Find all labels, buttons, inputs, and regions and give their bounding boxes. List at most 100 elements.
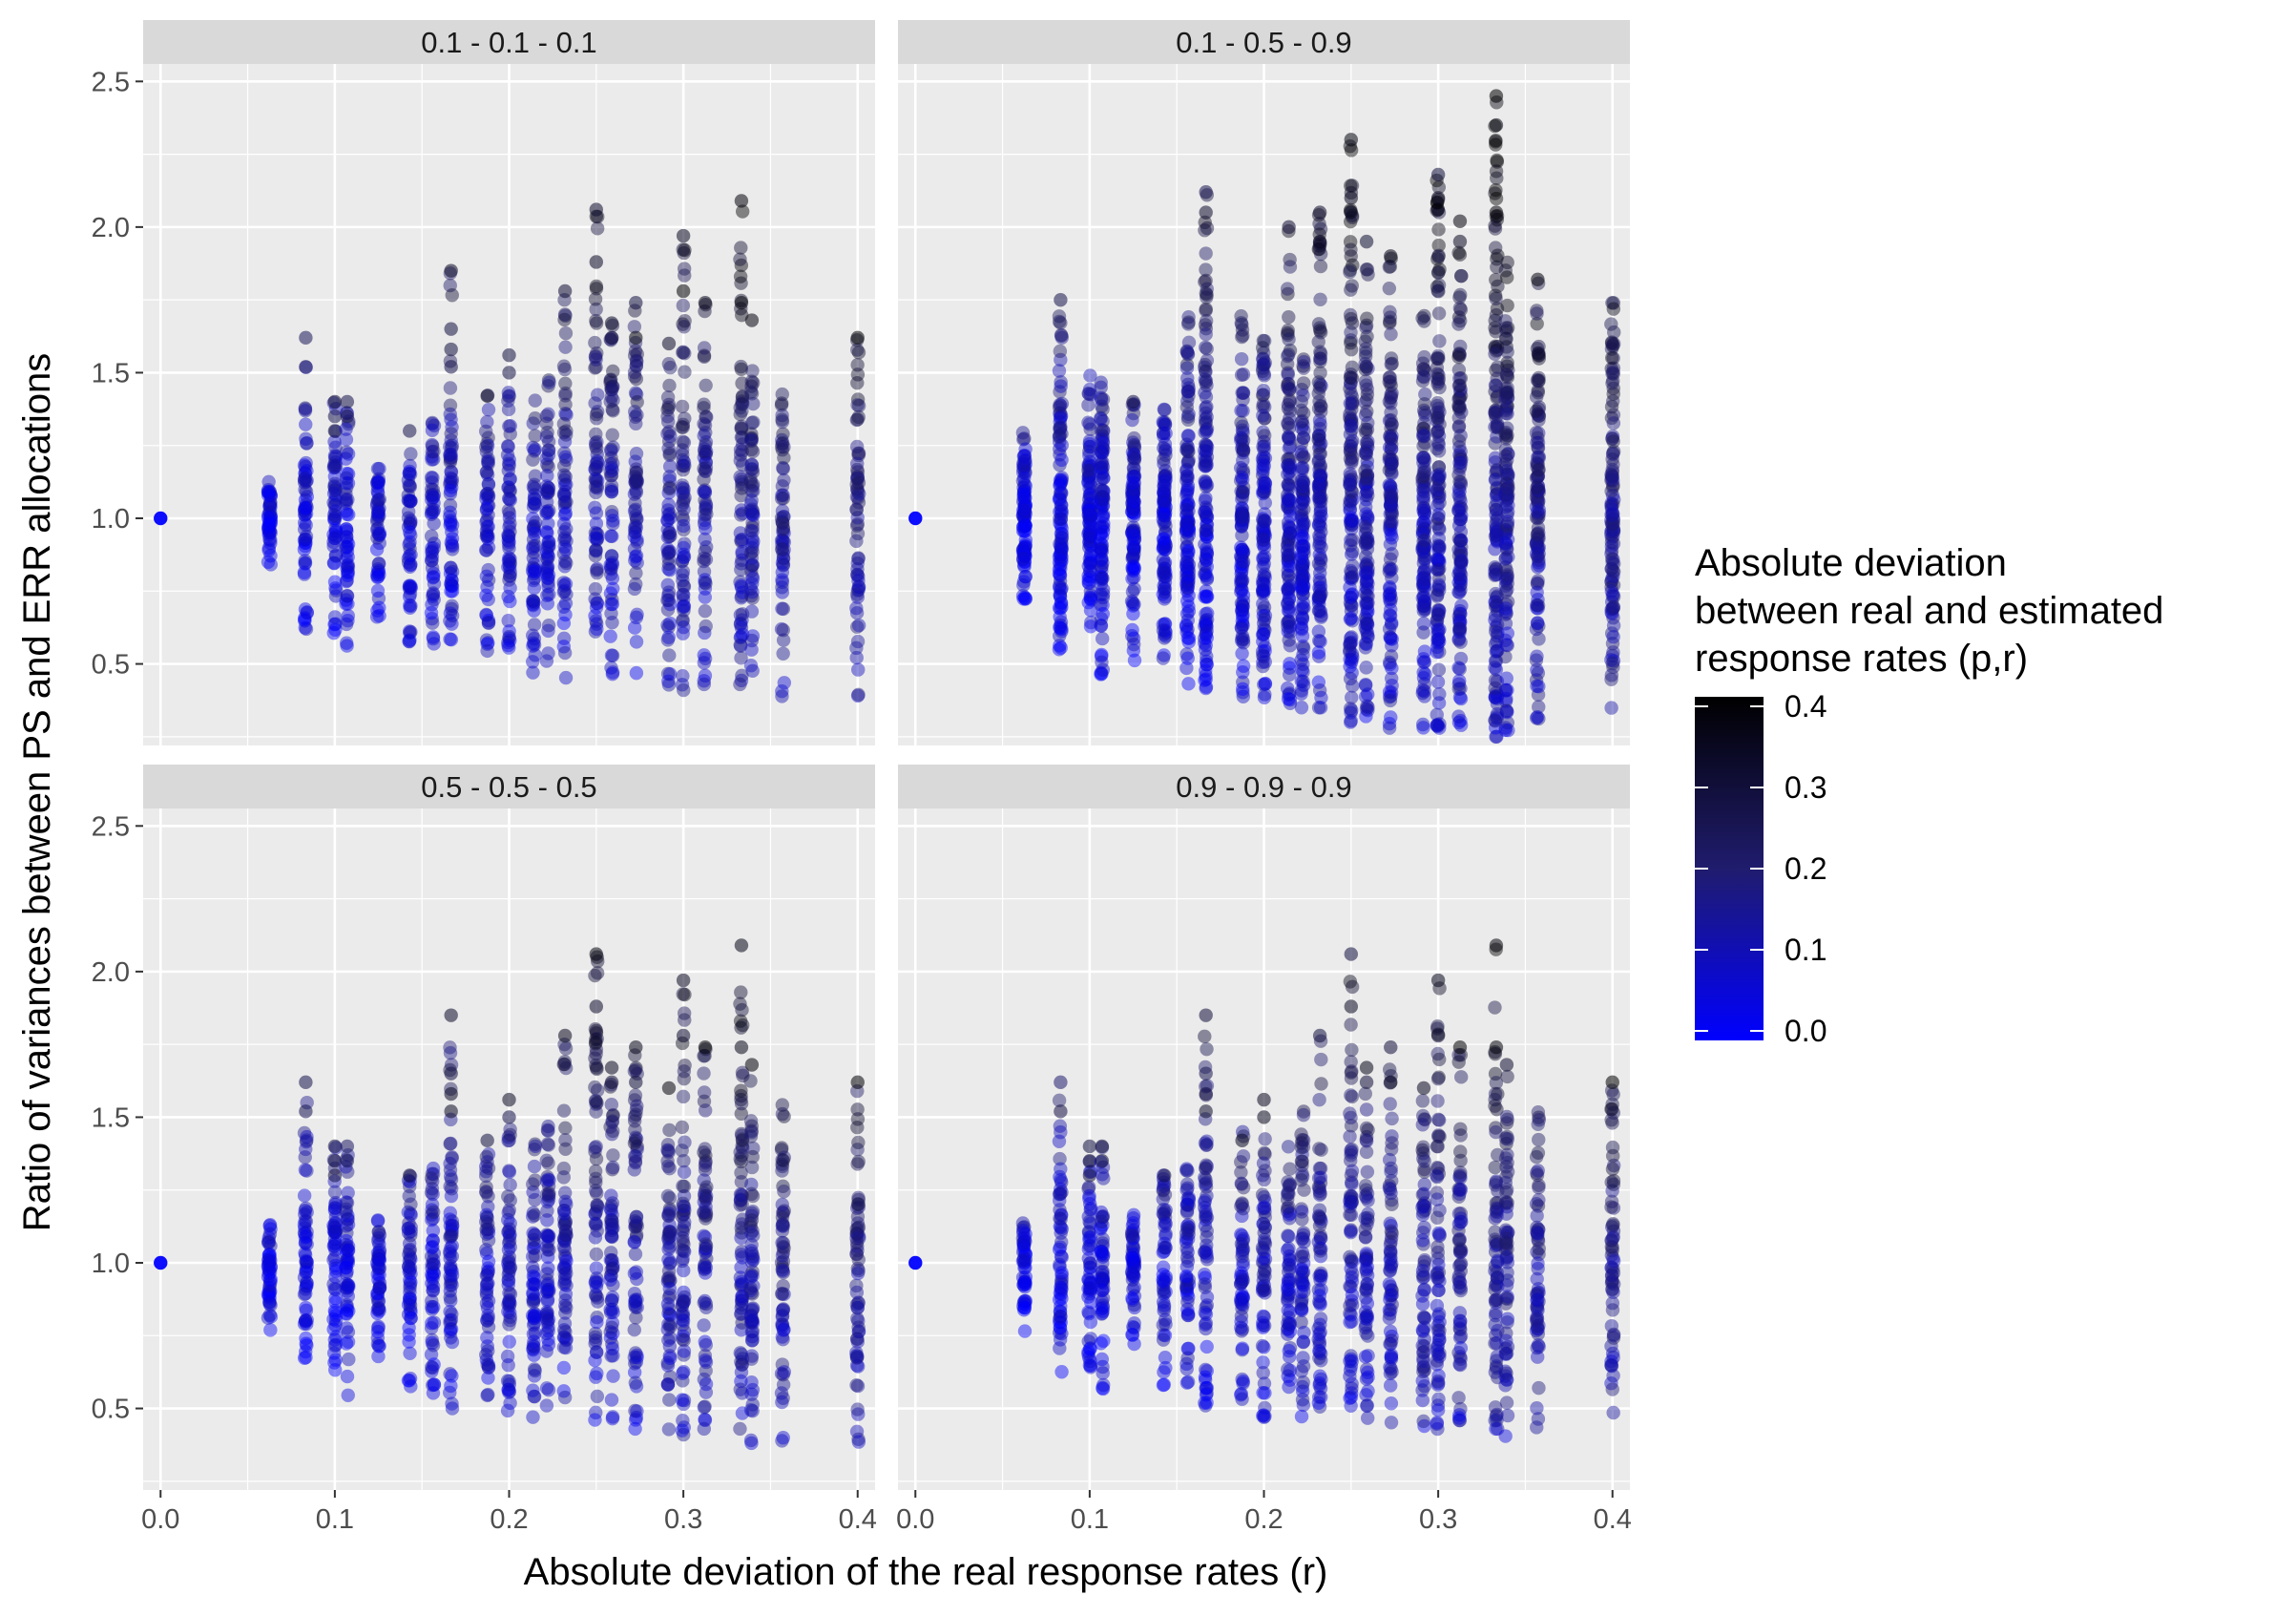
data-point bbox=[426, 1233, 440, 1249]
data-point bbox=[401, 511, 416, 525]
data-point bbox=[403, 535, 417, 550]
data-point bbox=[1158, 584, 1172, 599]
data-point bbox=[526, 594, 541, 608]
data-point bbox=[481, 1344, 495, 1358]
data-point-outlier bbox=[1430, 191, 1446, 205]
data-point bbox=[677, 587, 691, 602]
data-point bbox=[627, 530, 641, 544]
data-point bbox=[479, 633, 494, 647]
data-point bbox=[371, 475, 386, 490]
data-point bbox=[699, 447, 713, 461]
data-point bbox=[427, 577, 442, 591]
data-point bbox=[481, 573, 496, 587]
data-point bbox=[326, 1239, 342, 1253]
data-point bbox=[661, 546, 677, 560]
data-point bbox=[542, 1228, 556, 1243]
data-point bbox=[734, 472, 749, 487]
data-point bbox=[541, 407, 555, 422]
data-point bbox=[481, 613, 496, 628]
data-point bbox=[426, 482, 441, 497]
data-point bbox=[1500, 428, 1514, 443]
data-point bbox=[481, 476, 496, 492]
data-point bbox=[1358, 464, 1372, 478]
data-point bbox=[629, 566, 643, 580]
data-point bbox=[589, 360, 603, 374]
data-point bbox=[403, 557, 418, 573]
data-point bbox=[481, 562, 495, 577]
data-point bbox=[1054, 640, 1068, 655]
data-point bbox=[698, 521, 713, 535]
data-point bbox=[298, 402, 313, 416]
data-point bbox=[371, 503, 386, 517]
data-point bbox=[604, 606, 618, 620]
data-point bbox=[503, 556, 518, 571]
data-point bbox=[1256, 576, 1270, 591]
data-point bbox=[698, 442, 712, 456]
data-point bbox=[369, 568, 385, 582]
data-point bbox=[629, 610, 644, 625]
data-point bbox=[539, 494, 554, 510]
data-point bbox=[443, 632, 457, 646]
data-point bbox=[526, 560, 540, 576]
data-point bbox=[299, 474, 314, 489]
data-point bbox=[675, 678, 690, 692]
data-point bbox=[298, 614, 312, 628]
y-tick-label: 0.5 bbox=[92, 1395, 130, 1425]
data-point bbox=[426, 439, 440, 453]
data-point bbox=[604, 468, 619, 483]
data-point bbox=[1180, 580, 1195, 595]
data-point bbox=[735, 404, 749, 418]
data-point bbox=[427, 495, 441, 511]
data-point bbox=[677, 619, 691, 635]
data-point bbox=[698, 438, 713, 452]
data-point bbox=[527, 492, 542, 507]
data-point bbox=[427, 570, 441, 584]
data-point bbox=[1281, 597, 1295, 612]
data-point bbox=[340, 1284, 354, 1298]
data-point bbox=[1488, 661, 1502, 675]
data-point bbox=[527, 496, 541, 511]
data-point bbox=[662, 562, 678, 577]
data-point bbox=[776, 427, 790, 441]
data-point bbox=[540, 1123, 555, 1138]
data-point bbox=[677, 682, 691, 698]
data-point bbox=[297, 1287, 312, 1302]
data-point bbox=[539, 430, 554, 444]
data-point bbox=[427, 418, 442, 433]
data-point bbox=[1385, 437, 1399, 451]
data-point bbox=[677, 455, 692, 470]
data-point-outlier bbox=[1531, 272, 1545, 286]
data-point bbox=[445, 1214, 460, 1228]
data-point bbox=[558, 340, 573, 354]
data-point bbox=[697, 451, 711, 465]
data-point bbox=[697, 416, 711, 431]
data-point bbox=[541, 459, 555, 474]
data-point bbox=[528, 1139, 543, 1154]
data-point-outlier bbox=[629, 330, 643, 346]
data-point bbox=[370, 603, 385, 618]
data-point bbox=[697, 674, 711, 688]
data-point bbox=[743, 385, 759, 399]
data-point bbox=[403, 458, 417, 473]
data-point bbox=[627, 504, 642, 518]
data-point bbox=[734, 591, 748, 605]
data-point bbox=[1313, 259, 1328, 274]
data-point bbox=[676, 420, 690, 434]
data-point bbox=[445, 1401, 460, 1416]
data-point bbox=[370, 569, 386, 584]
data-point bbox=[502, 629, 516, 644]
data-point bbox=[540, 1243, 555, 1257]
data-point bbox=[662, 448, 677, 462]
data-point bbox=[662, 378, 677, 393]
data-point bbox=[262, 497, 277, 513]
data-point bbox=[527, 526, 542, 541]
data-point bbox=[262, 505, 278, 519]
data-point bbox=[444, 1312, 459, 1327]
data-point bbox=[630, 535, 644, 550]
data-point bbox=[1125, 622, 1139, 638]
data-point bbox=[372, 461, 386, 476]
data-point bbox=[327, 1333, 343, 1347]
data-point bbox=[404, 515, 418, 530]
data-point bbox=[590, 532, 605, 547]
data-point bbox=[444, 1240, 458, 1255]
